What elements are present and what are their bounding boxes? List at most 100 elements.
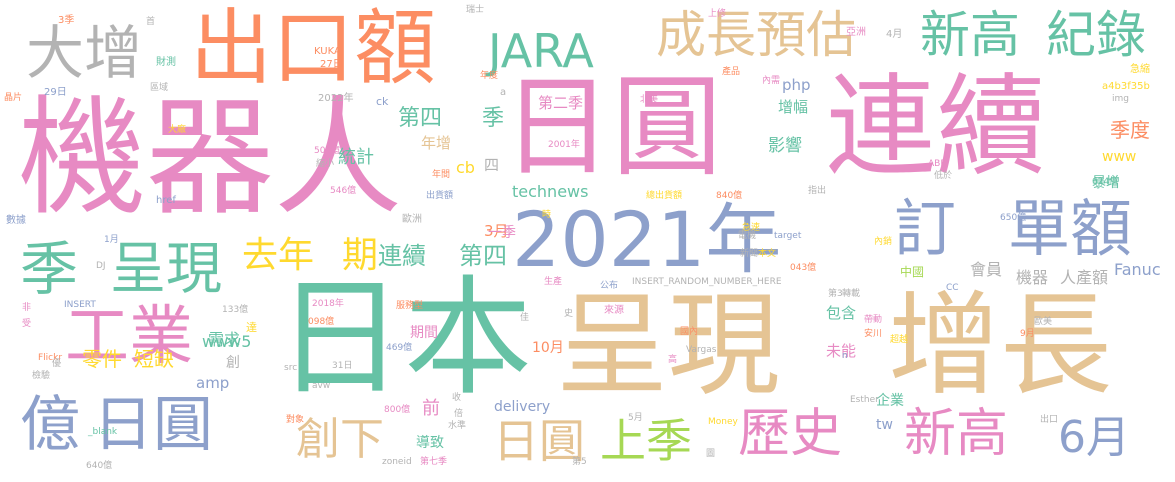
word-cloud-word: 640億 — [86, 461, 113, 471]
word-cloud-word: 大增 — [26, 19, 143, 87]
word-cloud-word: 840億 — [716, 191, 743, 201]
word-cloud-word: 3月 — [484, 222, 509, 240]
word-cloud-word: 亞洲 — [846, 27, 866, 38]
word-cloud-word: 1月 — [104, 235, 119, 245]
word-cloud-word: 總出貨額 — [646, 191, 683, 201]
word-cloud-word: 機器人 — [18, 84, 403, 233]
word-cloud-word: 導致 — [416, 435, 444, 451]
word-cloud-word: src — [284, 363, 298, 373]
word-cloud-word: 第四 — [398, 106, 443, 131]
word-cloud-word: 出貨額 — [426, 191, 454, 201]
word-cloud-word: 四 — [484, 156, 500, 174]
word-cloud-word: 影響 — [768, 136, 802, 156]
word-cloud-word: JARA — [488, 24, 594, 78]
word-cloud-word: a4b3f35b — [1102, 81, 1150, 92]
word-cloud-word: 502億 — [314, 146, 341, 156]
word-cloud-word: 出口 — [1040, 415, 1059, 425]
word-cloud-word: INSERT_RANDOM_NUMBER_HERE — [632, 277, 782, 287]
word-cloud-word: www — [1102, 149, 1137, 165]
word-cloud-word: delivery — [494, 399, 551, 415]
word-cloud-word: 31日 — [332, 361, 353, 371]
word-cloud-word: 一季 — [488, 225, 516, 241]
word-cloud-word: Flickr — [38, 353, 63, 363]
word-cloud-word: INSERT — [64, 300, 96, 310]
word-cloud-word: 急縮 — [1130, 64, 1150, 75]
word-cloud-word: img — [1112, 94, 1129, 104]
word-cloud-word: 2018年 — [312, 299, 344, 309]
word-cloud-word: 期間 — [410, 325, 438, 341]
word-cloud-word: 創 — [226, 355, 240, 371]
word-cloud-word: 縮小 — [316, 159, 335, 169]
word-cloud-word: 零件 — [82, 347, 122, 371]
word-cloud-word: 增長 — [888, 281, 1112, 411]
word-cloud-word: KUKA — [314, 46, 341, 57]
word-cloud-word: _blank — [88, 427, 118, 437]
word-cloud-word: 新高 — [920, 6, 1020, 64]
word-cloud-word: 連續 — [826, 63, 1046, 191]
word-cloud-word: 非 — [22, 303, 32, 313]
word-cloud-word: target — [774, 231, 802, 241]
word-cloud-word: 超越 — [890, 335, 909, 345]
word-cloud-word: 2021年 — [512, 195, 782, 284]
word-cloud-word: 受 — [22, 319, 32, 329]
word-cloud-word: 年增 — [421, 134, 452, 152]
word-cloud-word: 呈現 — [556, 281, 780, 411]
word-cloud-word: 來源 — [604, 305, 624, 316]
word-cloud-word: 上修 — [708, 9, 727, 19]
word-cloud-word: 624億 — [1092, 177, 1119, 187]
word-cloud-word: 安川 — [864, 329, 883, 339]
word-cloud-word: 生產 — [544, 277, 563, 287]
word-cloud-word: 北美 — [640, 95, 659, 105]
word-cloud-word: 達 — [246, 321, 257, 334]
word-cloud-word: 日圓 — [493, 414, 585, 468]
word-cloud-word: 產品 — [722, 67, 741, 77]
word-cloud-word: 短缺 — [134, 347, 174, 371]
word-cloud-word: 轉載 — [842, 289, 861, 299]
word-cloud-word: 第3 — [828, 289, 843, 299]
word-cloud-word: 急速 — [742, 223, 761, 233]
word-cloud-word: 歐美 — [1034, 317, 1053, 327]
word-cloud-word: 年度 — [480, 71, 499, 81]
word-cloud-word: 創下 — [296, 414, 384, 465]
word-cloud-word: 財測 — [156, 57, 176, 68]
word-cloud-word: 內需 — [762, 76, 781, 86]
word-cloud-word: avw — [312, 381, 331, 391]
word-cloud-word: 800億 — [384, 405, 411, 415]
word-cloud-word: n — [842, 351, 848, 361]
word-cloud-word: zoneid — [382, 457, 412, 467]
word-cloud-word: 2022年 — [318, 93, 354, 104]
word-cloud-word: amp — [196, 374, 230, 392]
word-cloud-word: Fanuc — [1114, 260, 1161, 279]
word-cloud-word: 第七季 — [420, 457, 448, 467]
word-cloud-word: 新高 — [904, 404, 1009, 464]
word-cloud-word: 6月 — [1058, 412, 1130, 463]
word-cloud-word: Money — [708, 417, 738, 427]
word-cloud-word: 29日 — [44, 87, 67, 98]
word-cloud-word: 連續 — [378, 242, 426, 270]
word-cloud-word: 第5 — [572, 457, 587, 467]
word-cloud-word: 大廠 — [168, 125, 187, 135]
word-cloud-word: 098億 — [308, 317, 335, 327]
word-cloud-word: 期 — [342, 235, 379, 276]
word-cloud-word: 9月 — [1020, 329, 1035, 339]
word-cloud-word: 內銷 — [874, 237, 893, 247]
word-cloud-word: 時 — [542, 210, 552, 220]
word-cloud-word: 國內 — [680, 327, 699, 337]
word-cloud-word: 檢驗 — [32, 371, 51, 381]
word-cloud-word: 去年 — [242, 235, 315, 276]
word-cloud-word: 546億 — [330, 186, 357, 196]
word-cloud-word: 收 — [452, 393, 462, 403]
word-cloud-word: cb — [456, 158, 475, 177]
word-cloud-word: 水準 — [448, 421, 467, 431]
word-cloud-word: 對象 — [286, 415, 305, 425]
word-cloud-word: 季 — [482, 106, 505, 131]
word-cloud-word: 2001年 — [548, 140, 580, 150]
word-cloud-word: 高 — [668, 355, 678, 365]
word-cloud-word: 043億 — [790, 263, 817, 273]
word-cloud-word: 億 — [20, 390, 80, 460]
word-cloud-word: 季 — [20, 235, 79, 303]
word-cloud-word: 第四 — [459, 242, 507, 270]
word-cloud-word: www5 — [202, 332, 252, 351]
word-cloud-word: 650億 — [1000, 213, 1027, 223]
